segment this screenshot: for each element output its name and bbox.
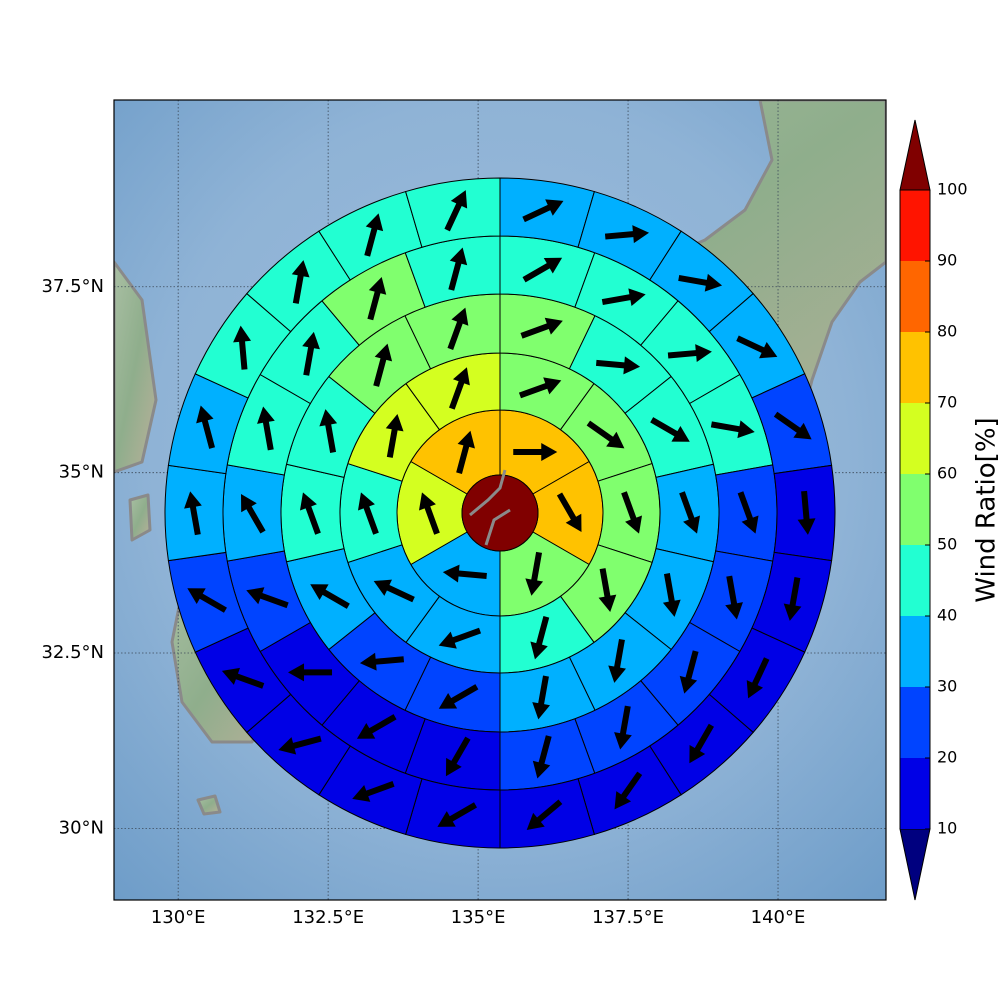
colorbar-segment: [900, 545, 930, 616]
sector: [406, 779, 500, 848]
colorbar-tick-label: 80: [937, 322, 957, 341]
colorbar-label: Wind Ratio[%]: [972, 417, 1000, 602]
colorbar-segment: [900, 403, 930, 474]
colorbar-tick-label: 40: [937, 606, 957, 625]
colorbar-segment: [900, 332, 930, 403]
y-tick-label: 32.5°N: [41, 642, 104, 663]
colorbar-segment: [900, 616, 930, 687]
sector: [500, 178, 594, 247]
y-tick-label: 30°N: [59, 817, 104, 838]
colorbar-tick-label: 70: [937, 393, 957, 412]
x-tick-label: 130°E: [151, 907, 206, 928]
x-tick-label: 140°E: [751, 907, 806, 928]
colorbar-segment: [900, 687, 930, 758]
colorbar-tick-label: 90: [937, 251, 957, 270]
colorbar-segment: [900, 474, 930, 545]
x-tick-label: 137.5°E: [592, 907, 664, 928]
colorbar-tick-label: 10: [937, 819, 957, 838]
colorbar-tick-label: 20: [937, 748, 957, 767]
colorbar-segment: [900, 758, 930, 829]
colorbar-extend-high: [900, 120, 930, 190]
colorbar-extend-low: [900, 829, 930, 900]
colorbar: 10 20 30 40 50 60 70 80 90 100: [900, 120, 968, 900]
y-tick-label: 37.5°N: [41, 276, 104, 297]
y-tick-label: 35°N: [59, 462, 104, 483]
x-tick-label: 135°E: [451, 907, 506, 928]
x-tick-label: 132.5°E: [292, 907, 364, 928]
colorbar-tick-label: 100: [937, 180, 968, 199]
colorbar-tick-label: 60: [937, 464, 957, 483]
colorbar-segment: [900, 190, 930, 261]
colorbar-tick-label: 30: [937, 677, 957, 696]
sectors: [165, 178, 835, 848]
colorbar-segment: [900, 261, 930, 332]
colorbar-tick-label: 50: [937, 535, 957, 554]
